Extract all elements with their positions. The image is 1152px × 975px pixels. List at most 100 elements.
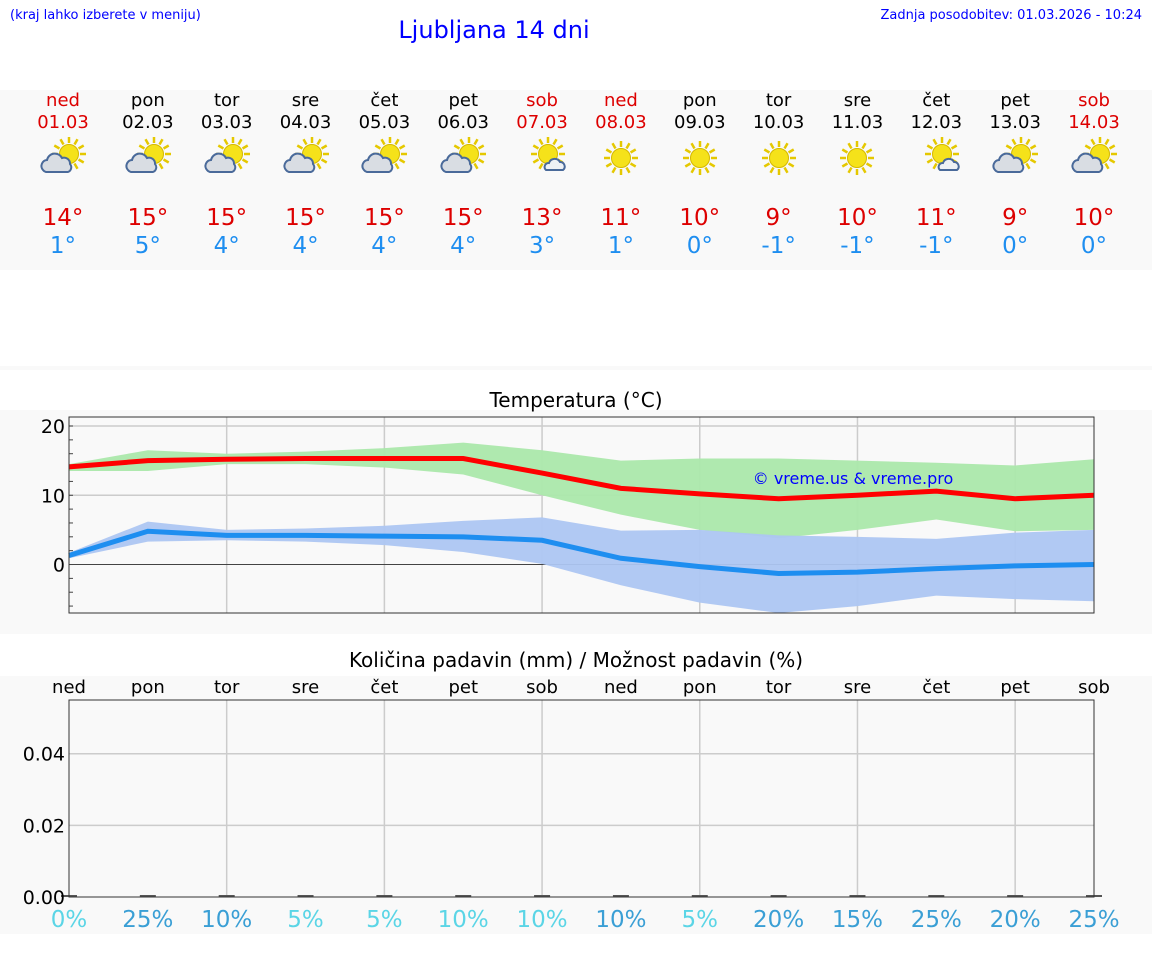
precip-bar	[218, 895, 235, 897]
min-temp: 4°	[450, 233, 477, 259]
sun-cloud-icon	[344, 136, 424, 182]
max-temp: 15°	[285, 205, 326, 231]
x-day-label: čet	[922, 677, 950, 698]
precip-probability: 10%	[438, 907, 489, 933]
day-name: ned	[46, 90, 80, 111]
max-temp: 15°	[442, 205, 484, 231]
day-card: pet 06.03 15° 4°	[423, 90, 503, 260]
day-name: čet	[370, 90, 399, 111]
day-card: sre 11.03 10° -1°	[817, 90, 897, 260]
day-card: tor 03.03 15° 4°	[187, 90, 267, 260]
plot-area	[69, 700, 1094, 897]
max-temp: 9°	[765, 205, 792, 231]
day-card: pon 02.03 15° 5°	[108, 90, 188, 260]
max-temp: 9°	[1002, 205, 1029, 231]
day-card: čet 05.03 15° 4°	[344, 90, 424, 260]
sun-cloud-icon	[1054, 136, 1134, 182]
day-card: pon 09.03 10° 0°	[660, 90, 740, 260]
precip-probability: 25%	[911, 907, 962, 933]
precip-bar	[612, 895, 629, 897]
precip-bar	[691, 895, 708, 897]
day-date: 09.03	[674, 112, 726, 133]
day-card: pet 13.03 9° 0°	[975, 90, 1055, 260]
max-temp: 11°	[600, 205, 642, 231]
sun-icon	[817, 136, 897, 182]
precip-probability: 20%	[990, 907, 1041, 933]
precip-probability: 5%	[366, 907, 403, 933]
day-card: tor 10.03 9° -1°	[739, 90, 819, 260]
min-temp: 1°	[49, 233, 77, 259]
max-temp: 15°	[127, 205, 169, 231]
min-temp: -1°	[919, 233, 954, 259]
sun-cloud-icon	[108, 136, 188, 182]
day-name: sob	[526, 90, 558, 111]
x-day-label: ned	[52, 677, 86, 698]
day-name: tor	[213, 90, 240, 111]
precip-probability: 15%	[832, 907, 883, 933]
day-date: 08.03	[595, 112, 647, 133]
watermark: © vreme.us & vreme.pro	[753, 469, 954, 488]
max-temp: 10°	[679, 205, 721, 231]
precip-bar	[1007, 895, 1024, 897]
day-name: tor	[765, 90, 792, 111]
max-temp: 14°	[42, 205, 84, 231]
day-date: 01.03	[37, 112, 89, 133]
day-name: ned	[603, 90, 638, 111]
min-temp: 5°	[134, 233, 161, 259]
day-date: 10.03	[752, 112, 805, 133]
day-date: 11.03	[831, 112, 884, 133]
min-temp: 0°	[1080, 233, 1108, 259]
x-day-label: sre	[844, 677, 871, 698]
max-temp: 10°	[1073, 205, 1115, 231]
day-name: sre	[291, 90, 320, 111]
precip-bar	[534, 895, 551, 897]
sun-cloud-icon	[187, 136, 267, 182]
sun-icon	[739, 136, 819, 182]
day-card: ned 08.03 11° 1°	[581, 90, 661, 260]
precip-probability: 10%	[595, 907, 646, 933]
precip-bar	[139, 895, 156, 897]
precip-probability: 10%	[517, 907, 568, 933]
precip-probability: 0%	[51, 907, 88, 933]
x-day-label: pet	[1000, 677, 1030, 698]
day-card: ned 01.03 14° 1°	[23, 90, 103, 260]
min-temp: -1°	[761, 233, 796, 259]
precip-probability: 25%	[1068, 907, 1119, 933]
day-name: pet	[448, 90, 478, 111]
last-updated: Zadnja posodobitev: 01.03.2026 - 10:24	[880, 8, 1142, 23]
x-day-label: sob	[526, 677, 558, 698]
sun-small-cloud-icon	[896, 136, 976, 182]
min-temp: 4°	[213, 233, 240, 259]
y-tick-label: 0.04	[23, 744, 65, 766]
day-date: 04.03	[279, 112, 332, 133]
day-card: sob 07.03 13° 3°	[502, 90, 582, 260]
y-tick-label: 0	[53, 555, 65, 577]
temperature-line	[68, 456, 1095, 502]
day-name: čet	[922, 90, 951, 111]
y-tick-label: 20	[41, 416, 65, 438]
x-day-label: pon	[131, 677, 165, 698]
min-temp: 4°	[292, 233, 319, 259]
max-temp: 11°	[915, 205, 957, 231]
x-day-label: sre	[292, 677, 319, 698]
plot-frame	[68, 699, 1095, 898]
range-band	[69, 517, 1094, 613]
precipitation-title: Količina padavin (mm) / Možnost padavin …	[348, 648, 804, 672]
day-card: sre 04.03 15° 4°	[266, 90, 346, 260]
precip-bar	[376, 895, 393, 897]
precip-probability: 25%	[122, 907, 173, 933]
min-temp: -1°	[840, 233, 875, 259]
x-day-label: čet	[370, 677, 398, 698]
x-day-label: pet	[448, 677, 478, 698]
min-temp: 3°	[528, 233, 556, 259]
x-day-label: tor	[766, 677, 792, 698]
sun-cloud-icon	[266, 136, 346, 182]
min-temp: 0°	[1002, 233, 1029, 259]
precip-bar	[770, 895, 787, 897]
day-name: pet	[1000, 90, 1030, 111]
max-temp: 15°	[206, 205, 248, 231]
sun-small-cloud-icon	[502, 136, 582, 182]
y-tick-label: 0.00	[23, 887, 65, 909]
plot-frame	[68, 416, 1095, 614]
